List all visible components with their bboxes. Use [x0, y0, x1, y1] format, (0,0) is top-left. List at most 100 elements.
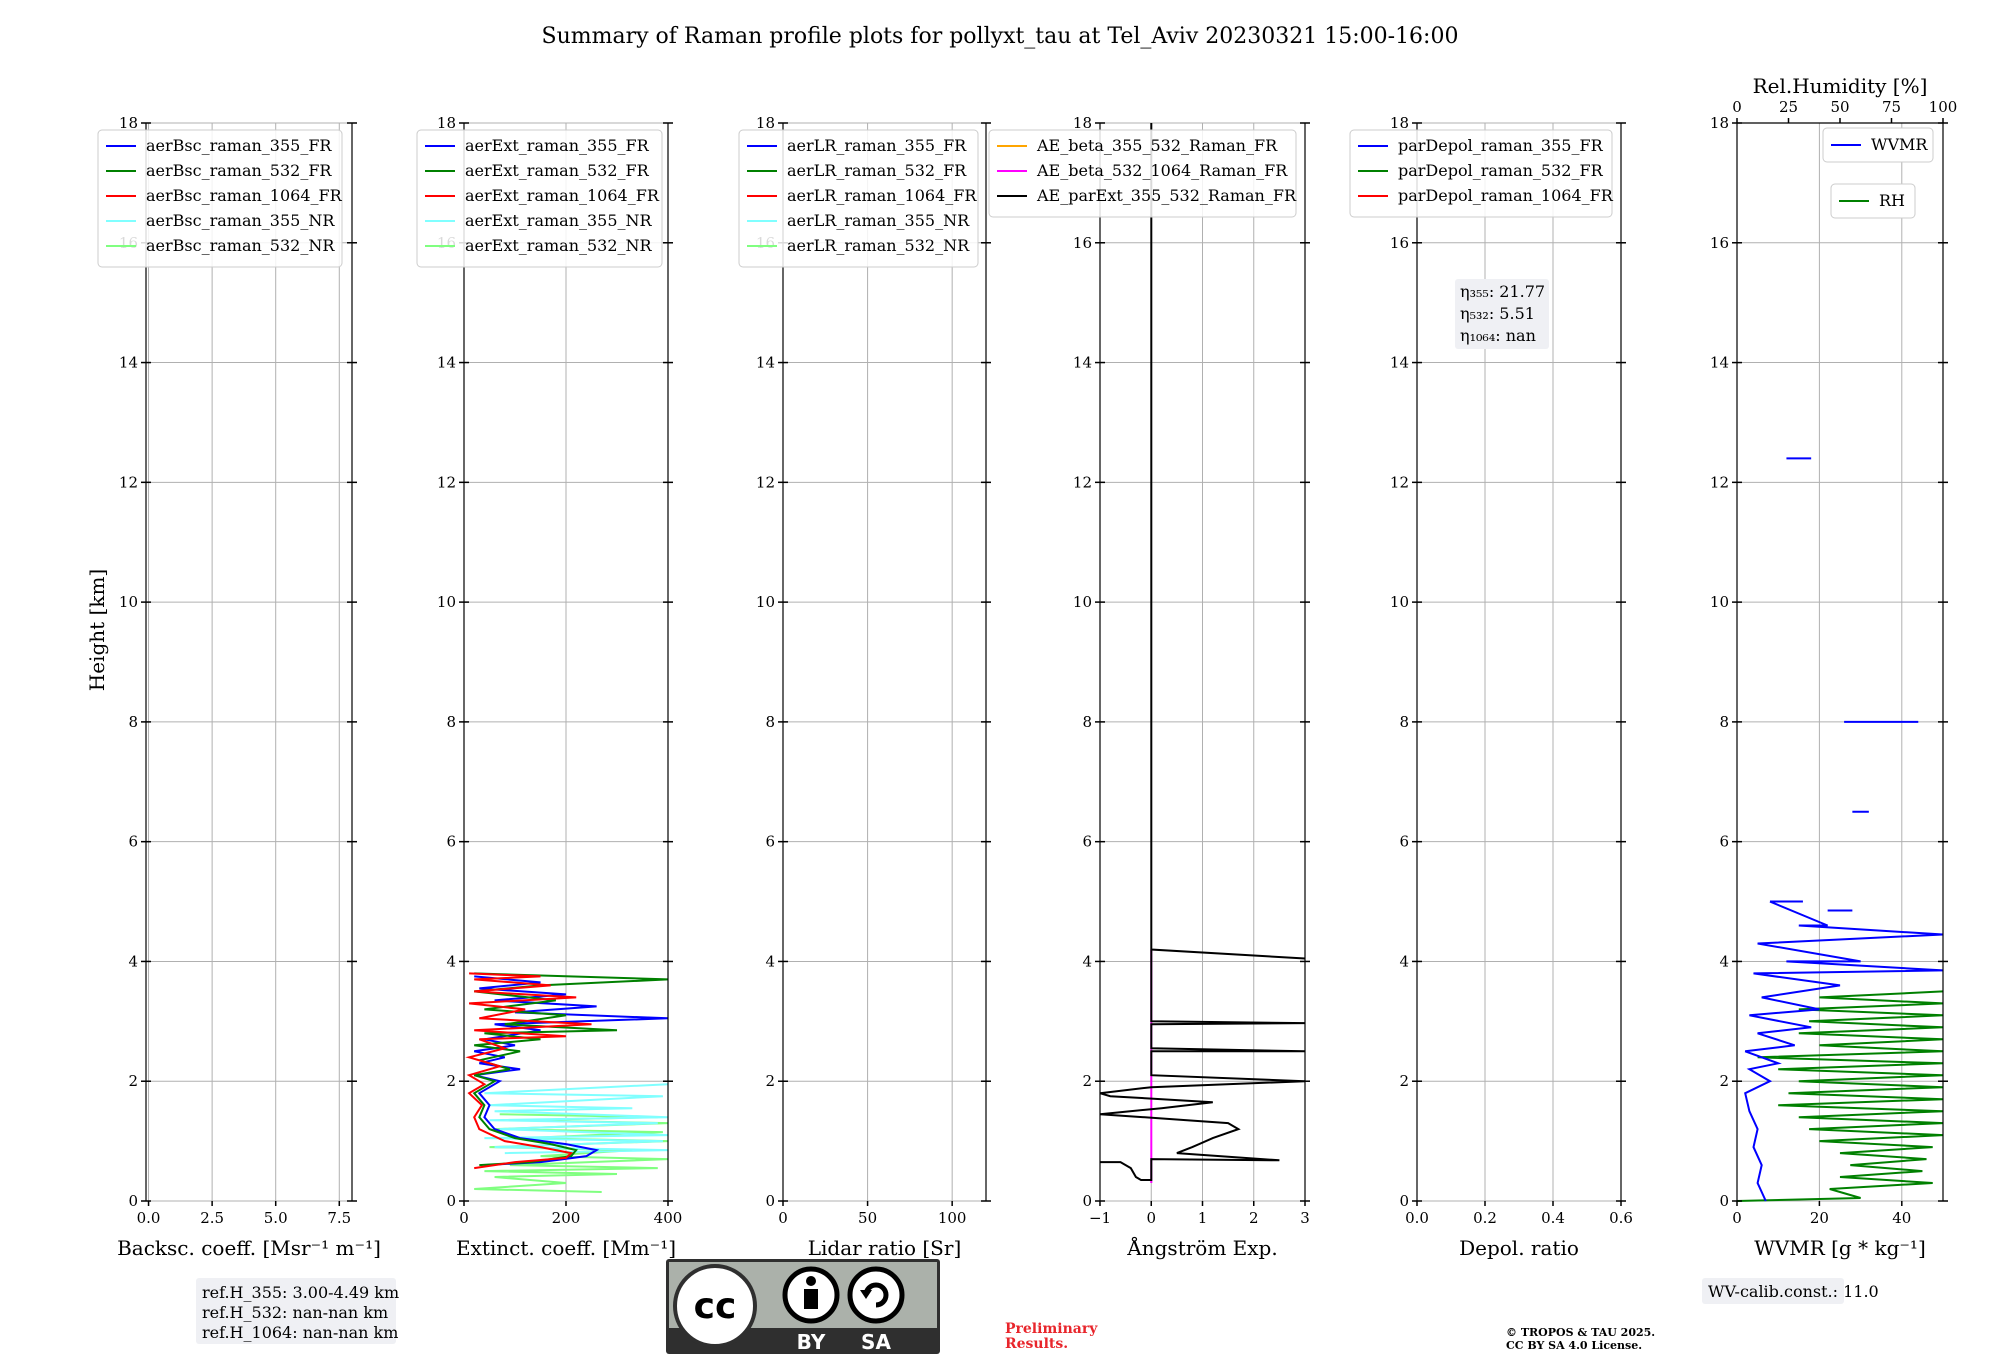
ytick-label-angstrom-18: 18 — [1073, 114, 1092, 132]
ytick-label-lidar_ratio-18: 18 — [756, 114, 775, 132]
top-xtick-label-25: 25 — [1779, 98, 1798, 116]
legend-rh: RH — [1830, 183, 1916, 219]
xtick-label-depol-0.2: 0.2 — [1473, 1209, 1497, 1227]
legend-label-AE_beta_532_1064_Raman_FR: AE_beta_532_1064_Raman_FR — [1036, 161, 1288, 180]
legend-label-aerLR_raman_1064_FR: aerLR_raman_1064_FR — [787, 186, 977, 205]
ytick-label-depol-8: 8 — [1399, 713, 1409, 731]
xtick-label-angstrom-2: 2 — [1249, 1209, 1259, 1227]
ytick-label-wvmr-10: 10 — [1710, 593, 1729, 611]
ytick-label-wvmr-4: 4 — [1719, 952, 1729, 970]
xlabel-backscatter: Backsc. coeff. [Msr⁻¹ m⁻¹] — [117, 1236, 381, 1260]
cc-icon — [673, 1264, 757, 1348]
legend-label-aerBsc_raman_532_NR: aerBsc_raman_532_NR — [146, 236, 335, 255]
sa-label: SA — [861, 1330, 891, 1354]
xtick-label-extinction-200: 200 — [552, 1209, 581, 1227]
xtick-label-extinction-0: 0 — [459, 1209, 469, 1227]
xtick-label-lidar_ratio-0: 0 — [778, 1209, 788, 1227]
legend-angstrom: AE_beta_355_532_Raman_FR AE_beta_532_1064… — [988, 129, 1297, 218]
ytick-label-wvmr-0: 0 — [1719, 1192, 1729, 1210]
xtick-label-angstrom-1: 1 — [1198, 1209, 1208, 1227]
legend-label-aerExt_raman_355_NR: aerExt_raman_355_NR — [465, 211, 653, 230]
legend-label-aerBsc_raman_355_FR: aerBsc_raman_355_FR — [146, 136, 332, 155]
legend-label-AE_beta_355_532_Raman_FR: AE_beta_355_532_Raman_FR — [1036, 136, 1278, 155]
ytick-label-depol-12: 12 — [1390, 473, 1409, 491]
legend-label-AE_parExt_355_532_Raman_FR: AE_parExt_355_532_Raman_FR — [1036, 186, 1297, 205]
xtick-label-extinction-400: 400 — [654, 1209, 683, 1227]
xtick-label-backscatter-2.5: 2.5 — [200, 1209, 224, 1227]
cc-by-sa-badge: cc BY SA — [666, 1259, 940, 1354]
xtick-label-depol-0: 0.0 — [1405, 1209, 1429, 1227]
top-xlabel-rh: Rel.Humidity [%] — [1753, 74, 1928, 98]
share-alike-icon — [847, 1266, 905, 1324]
copyright-line-1: © TROPOS & TAU 2025. — [1506, 1326, 1655, 1339]
legend-frame-angstrom — [988, 129, 1297, 218]
legend-frame-extinction — [416, 129, 663, 268]
legend-label-aerLR_raman_355_FR: aerLR_raman_355_FR — [787, 136, 967, 155]
ref-height-box: ref.H_355: 3.00-4.49 km ref.H_532: nan-n… — [196, 1278, 399, 1344]
ytick-label-backscatter-10: 10 — [119, 593, 138, 611]
legend-frame-rh — [1830, 183, 1916, 219]
legend-label-aerBsc_raman_1064_FR: aerBsc_raman_1064_FR — [146, 186, 343, 205]
legend-wvmr: WVMR — [1822, 127, 1934, 163]
ytick-label-wvmr-12: 12 — [1710, 473, 1729, 491]
ytick-label-backscatter-8: 8 — [128, 713, 138, 731]
xtick-label-lidar_ratio-50: 50 — [858, 1209, 877, 1227]
ytick-label-extinction-4: 4 — [446, 952, 456, 970]
ytick-label-lidar_ratio-12: 12 — [756, 473, 775, 491]
legend-label-aerLR_raman_532_NR: aerLR_raman_532_NR — [787, 236, 970, 255]
top-xtick-label-50: 50 — [1830, 98, 1849, 116]
legend-label-aerBsc_raman_532_FR: aerBsc_raman_532_FR — [146, 161, 332, 180]
legend-label-parDepol_raman_532_FR: parDepol_raman_532_FR — [1398, 161, 1604, 180]
eta-line-1: η₅₃₂: 5.51 — [1460, 304, 1535, 323]
xtick-label-angstrom-3: 3 — [1300, 1209, 1310, 1227]
legend-depol: parDepol_raman_355_FR parDepol_raman_532_… — [1349, 129, 1614, 218]
ytick-label-angstrom-12: 12 — [1073, 473, 1092, 491]
legend-label-aerExt_raman_355_FR: aerExt_raman_355_FR — [465, 136, 650, 155]
ytick-label-angstrom-0: 0 — [1082, 1192, 1092, 1210]
xlabel-lidar_ratio: Lidar ratio [Sr] — [808, 1236, 962, 1260]
ytick-label-wvmr-6: 6 — [1719, 833, 1729, 851]
ytick-label-extinction-2: 2 — [446, 1072, 456, 1090]
ytick-label-lidar_ratio-8: 8 — [765, 713, 775, 731]
ytick-label-backscatter-14: 14 — [119, 354, 138, 372]
preliminary-line-2: Results. — [1005, 1336, 1068, 1352]
xtick-label-wvmr-40: 40 — [1892, 1209, 1911, 1227]
top-xtick-label-75: 75 — [1882, 98, 1901, 116]
ytick-label-extinction-6: 6 — [446, 833, 456, 851]
xtick-label-depol-0.4: 0.4 — [1541, 1209, 1565, 1227]
y-axis-label: Height [km] — [85, 569, 109, 691]
ref-h-1064: ref.H_1064: nan-nan km — [202, 1323, 398, 1342]
cc-label: cc — [694, 1286, 737, 1327]
xlabel-extinction: Extinct. coeff. [Mm⁻¹] — [456, 1236, 676, 1260]
by-label: BY — [797, 1330, 826, 1354]
xtick-label-angstrom-0: 0 — [1146, 1209, 1156, 1227]
legend-frame-depol — [1349, 129, 1613, 218]
xlabel-wvmr: WVMR [g * kg⁻¹] — [1754, 1236, 1926, 1260]
legend-frame-wvmr — [1822, 127, 1934, 163]
series-aerExt_raman_355_FR — [473, 975, 669, 1167]
xlabel-depol: Depol. ratio — [1459, 1236, 1579, 1260]
ytick-label-lidar_ratio-10: 10 — [756, 593, 775, 611]
ytick-label-depol-2: 2 — [1399, 1072, 1409, 1090]
legend-label-rh: RH — [1879, 191, 1905, 210]
ytick-label-wvmr-14: 14 — [1710, 354, 1729, 372]
legend-label-aerExt_raman_532_FR: aerExt_raman_532_FR — [465, 161, 650, 180]
ytick-label-angstrom-6: 6 — [1082, 833, 1092, 851]
preliminary-line-1: Preliminary — [1005, 1321, 1098, 1337]
ytick-label-wvmr-2: 2 — [1719, 1072, 1729, 1090]
ytick-label-depol-4: 4 — [1399, 952, 1409, 970]
wv-calib-box: WV-calib.const.: 11.0 — [1702, 1278, 1879, 1304]
ytick-label-extinction-18: 18 — [437, 114, 456, 132]
series-RH — [1736, 990, 1944, 1202]
ytick-label-depol-14: 14 — [1390, 354, 1409, 372]
ytick-label-depol-10: 10 — [1390, 593, 1409, 611]
legend-label-aerExt_raman_532_NR: aerExt_raman_532_NR — [465, 236, 653, 255]
ytick-label-wvmr-8: 8 — [1719, 713, 1729, 731]
ytick-label-depol-18: 18 — [1390, 114, 1409, 132]
ytick-label-backscatter-2: 2 — [128, 1072, 138, 1090]
ytick-label-extinction-14: 14 — [437, 354, 456, 372]
eta-box: η₃₅₅: 21.77 η₅₃₂: 5.51 η₁₀₆₄: nan — [1455, 279, 1549, 349]
